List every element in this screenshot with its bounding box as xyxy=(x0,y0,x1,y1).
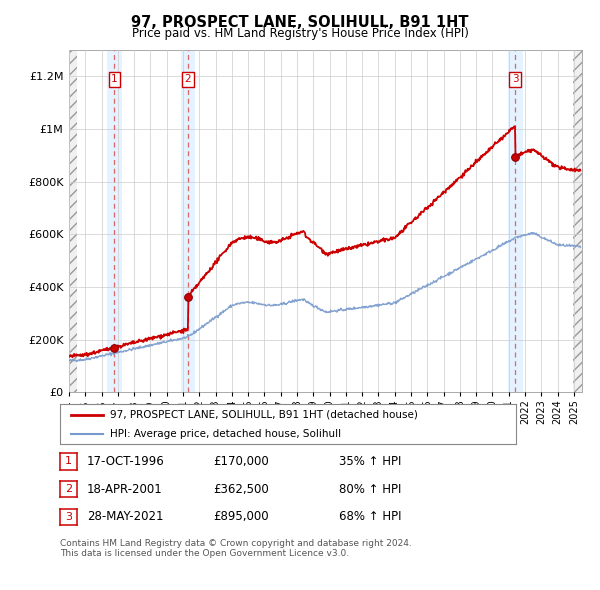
Text: This data is licensed under the Open Government Licence v3.0.: This data is licensed under the Open Gov… xyxy=(60,549,349,558)
Text: 17-OCT-1996: 17-OCT-1996 xyxy=(87,455,165,468)
Text: 97, PROSPECT LANE, SOLIHULL, B91 1HT (detached house): 97, PROSPECT LANE, SOLIHULL, B91 1HT (de… xyxy=(110,410,418,420)
Text: 35% ↑ HPI: 35% ↑ HPI xyxy=(339,455,401,468)
Bar xyxy=(107,50,122,392)
Text: 80% ↑ HPI: 80% ↑ HPI xyxy=(339,483,401,496)
Bar xyxy=(69,50,77,392)
Text: 3: 3 xyxy=(512,74,519,84)
Text: Contains HM Land Registry data © Crown copyright and database right 2024.: Contains HM Land Registry data © Crown c… xyxy=(60,539,412,548)
Text: 2: 2 xyxy=(185,74,191,84)
Bar xyxy=(572,50,582,392)
Text: 28-MAY-2021: 28-MAY-2021 xyxy=(87,510,163,523)
Text: 2: 2 xyxy=(65,484,72,494)
Text: £362,500: £362,500 xyxy=(213,483,269,496)
Text: Price paid vs. HM Land Registry's House Price Index (HPI): Price paid vs. HM Land Registry's House … xyxy=(131,27,469,40)
Text: £170,000: £170,000 xyxy=(213,455,269,468)
Bar xyxy=(508,50,523,392)
Text: 68% ↑ HPI: 68% ↑ HPI xyxy=(339,510,401,523)
Text: £895,000: £895,000 xyxy=(213,510,269,523)
Text: 1: 1 xyxy=(111,74,118,84)
Text: 97, PROSPECT LANE, SOLIHULL, B91 1HT: 97, PROSPECT LANE, SOLIHULL, B91 1HT xyxy=(131,15,469,30)
Bar xyxy=(181,50,195,392)
Text: 18-APR-2001: 18-APR-2001 xyxy=(87,483,163,496)
Text: 3: 3 xyxy=(65,512,72,522)
Text: 1: 1 xyxy=(65,457,72,466)
Text: HPI: Average price, detached house, Solihull: HPI: Average price, detached house, Soli… xyxy=(110,429,341,438)
